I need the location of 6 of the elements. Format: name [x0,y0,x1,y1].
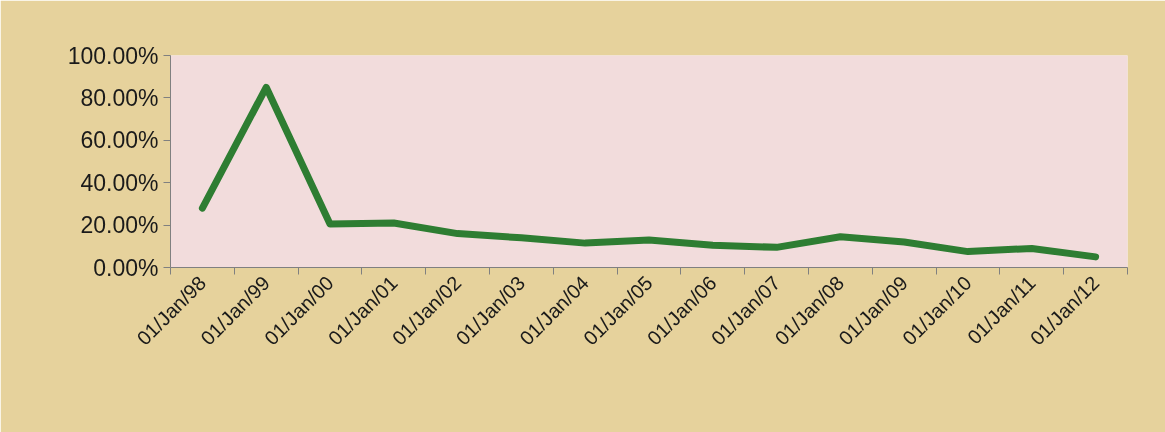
y-tick-label: 80.00% [80,84,159,111]
y-tick-label: 0.00% [93,254,159,281]
y-tick-label: 100.00% [67,42,159,69]
y-tick-label: 60.00% [80,127,159,154]
y-tick-label: 20.00% [80,212,159,239]
y-tick-label: 40.00% [80,169,159,196]
